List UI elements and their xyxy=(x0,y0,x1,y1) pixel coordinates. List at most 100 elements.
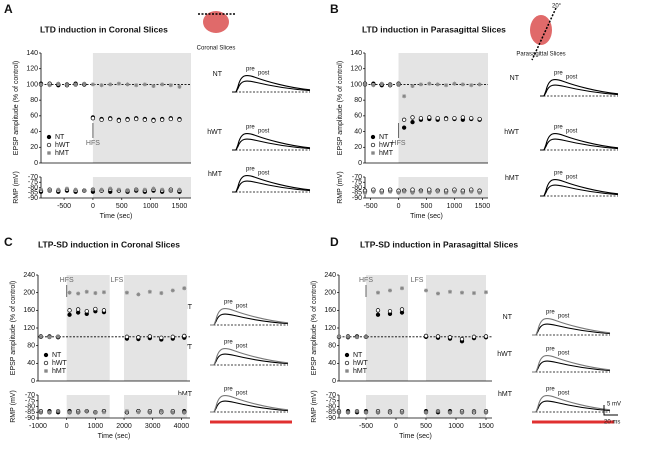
x-tick-label: -500 xyxy=(359,423,373,430)
data-point xyxy=(355,409,359,414)
data-point xyxy=(477,82,482,87)
data-point xyxy=(459,336,465,342)
legend-label: hWT xyxy=(55,142,71,149)
data-point xyxy=(410,84,415,88)
data-point xyxy=(337,334,341,339)
shaded-period xyxy=(398,53,488,163)
data-point xyxy=(56,334,61,339)
y-tick-label: 40 xyxy=(354,128,362,135)
data-point xyxy=(108,82,113,87)
x-tick-label: 1500 xyxy=(172,203,188,210)
data-point xyxy=(67,290,72,295)
data-point xyxy=(182,333,187,339)
panel-title: LTP-SD induction in Coronal Slices xyxy=(38,239,180,249)
trace-pre-label: pre xyxy=(224,340,233,346)
data-point xyxy=(388,409,392,414)
data-point xyxy=(424,288,428,293)
legend-marker xyxy=(344,360,350,366)
panel-letter: B xyxy=(330,2,339,16)
data-point xyxy=(47,188,52,193)
shaded-period xyxy=(426,275,486,381)
data-point xyxy=(108,186,113,191)
y-tick-label: 140 xyxy=(350,50,362,57)
data-point xyxy=(469,83,474,88)
data-point xyxy=(379,190,384,195)
data-point xyxy=(73,82,78,87)
legend-label: hMT xyxy=(353,368,368,375)
shaded-period xyxy=(366,275,408,381)
shaded-period xyxy=(398,177,488,198)
data-point xyxy=(56,81,61,86)
trace xyxy=(532,394,611,413)
data-point xyxy=(427,190,432,195)
y-axis-label: RMP (mV) xyxy=(337,171,344,204)
data-point xyxy=(159,409,164,414)
data-point xyxy=(182,286,187,291)
data-point xyxy=(443,116,449,122)
x-axis-label: Time (sec) xyxy=(410,213,443,220)
trace-pre-label: pre xyxy=(554,125,563,131)
trace-label: hWT xyxy=(504,129,520,136)
trace xyxy=(232,74,311,93)
panel-letter: C xyxy=(4,235,13,249)
data-point xyxy=(448,289,452,294)
legend-label: hMT xyxy=(55,150,70,157)
data-point xyxy=(76,291,81,296)
data-point xyxy=(177,187,182,192)
x-tick-label: 0 xyxy=(65,423,69,430)
data-point xyxy=(418,116,424,121)
data-point xyxy=(376,290,380,295)
data-point xyxy=(460,82,465,87)
y-tick-label: 40 xyxy=(328,360,336,367)
data-point xyxy=(151,186,156,191)
data-point xyxy=(346,410,350,415)
data-point xyxy=(460,290,464,295)
data-point xyxy=(160,82,165,87)
shaded-period xyxy=(66,395,110,418)
data-point xyxy=(67,312,72,317)
y-axis-label: EPSP amplitude (% of control) xyxy=(10,281,17,375)
data-point xyxy=(410,190,415,195)
data-point xyxy=(427,115,432,120)
data-point xyxy=(39,187,43,192)
data-point xyxy=(67,410,72,415)
y-tick-label: 120 xyxy=(23,325,35,332)
y-tick-label: 0 xyxy=(31,378,35,385)
data-point xyxy=(435,334,441,339)
data-point xyxy=(168,116,173,122)
trace-label: NT xyxy=(503,314,513,321)
x-tick-label: 4000 xyxy=(174,423,190,430)
y-axis-label: RMP (mV) xyxy=(10,390,17,423)
data-point xyxy=(402,94,407,99)
trace-post-label: post xyxy=(566,129,578,135)
shaded-period xyxy=(426,395,486,418)
y-tick-label: 160 xyxy=(324,307,336,314)
brain-icon xyxy=(203,11,229,33)
data-point xyxy=(93,410,98,415)
data-point xyxy=(159,335,164,340)
data-point xyxy=(76,307,81,312)
trace xyxy=(210,347,289,366)
trace-post-label: post xyxy=(258,171,270,177)
x-tick-label: 1000 xyxy=(88,423,104,430)
data-point xyxy=(76,410,81,415)
data-point xyxy=(47,410,52,415)
trace-pre-label: pre xyxy=(224,300,233,306)
trace-pre-label: pre xyxy=(246,125,255,131)
data-point xyxy=(400,410,404,415)
data-point xyxy=(170,288,175,293)
data-point xyxy=(151,118,156,123)
trace-post-label: post xyxy=(566,75,578,81)
trace-label: NT xyxy=(510,75,520,82)
trace-label: hWT xyxy=(207,129,223,136)
data-point xyxy=(363,190,367,195)
y-tick-label: -75 xyxy=(326,398,336,405)
trace-post-label: post xyxy=(558,391,570,397)
legend-marker xyxy=(43,352,49,358)
data-point xyxy=(99,117,104,122)
trace-label: hMT xyxy=(505,175,520,182)
data-point xyxy=(124,334,130,339)
data-point xyxy=(84,309,89,314)
data-point xyxy=(375,308,381,313)
trace xyxy=(232,174,311,193)
